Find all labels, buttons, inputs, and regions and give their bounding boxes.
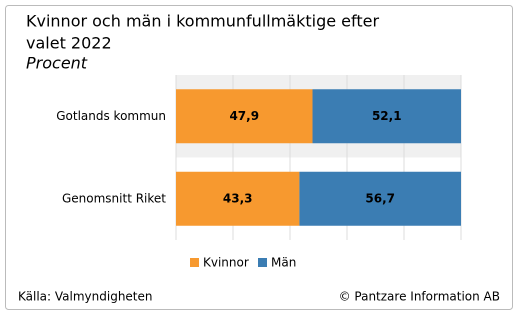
y-tick-label: Genomsnitt Riket xyxy=(62,191,166,205)
y-tick-label: Gotlands kommun xyxy=(56,109,166,123)
credit: © Pantzare Information AB xyxy=(339,290,500,304)
data-label: 52,1 xyxy=(372,109,402,123)
data-label: 47,9 xyxy=(229,109,259,123)
data-label: 56,7 xyxy=(365,191,395,205)
chart-subtitle: Procent xyxy=(26,54,88,73)
bar-segment xyxy=(176,171,300,226)
bar-segment xyxy=(176,89,313,144)
legend-swatch xyxy=(190,258,199,267)
bar-segment xyxy=(299,171,461,226)
legend-label: Kvinnor xyxy=(203,256,249,270)
chart-title: valet 2022 xyxy=(26,34,112,53)
data-label: 43,3 xyxy=(223,191,253,205)
source: Källa: Valmyndigheten xyxy=(18,290,153,304)
bar-segment xyxy=(312,89,461,144)
legend-label: Män xyxy=(271,256,296,270)
chart-title: Kvinnor och män i kommunfullmäktige efte… xyxy=(26,12,379,31)
legend-swatch xyxy=(258,258,267,267)
